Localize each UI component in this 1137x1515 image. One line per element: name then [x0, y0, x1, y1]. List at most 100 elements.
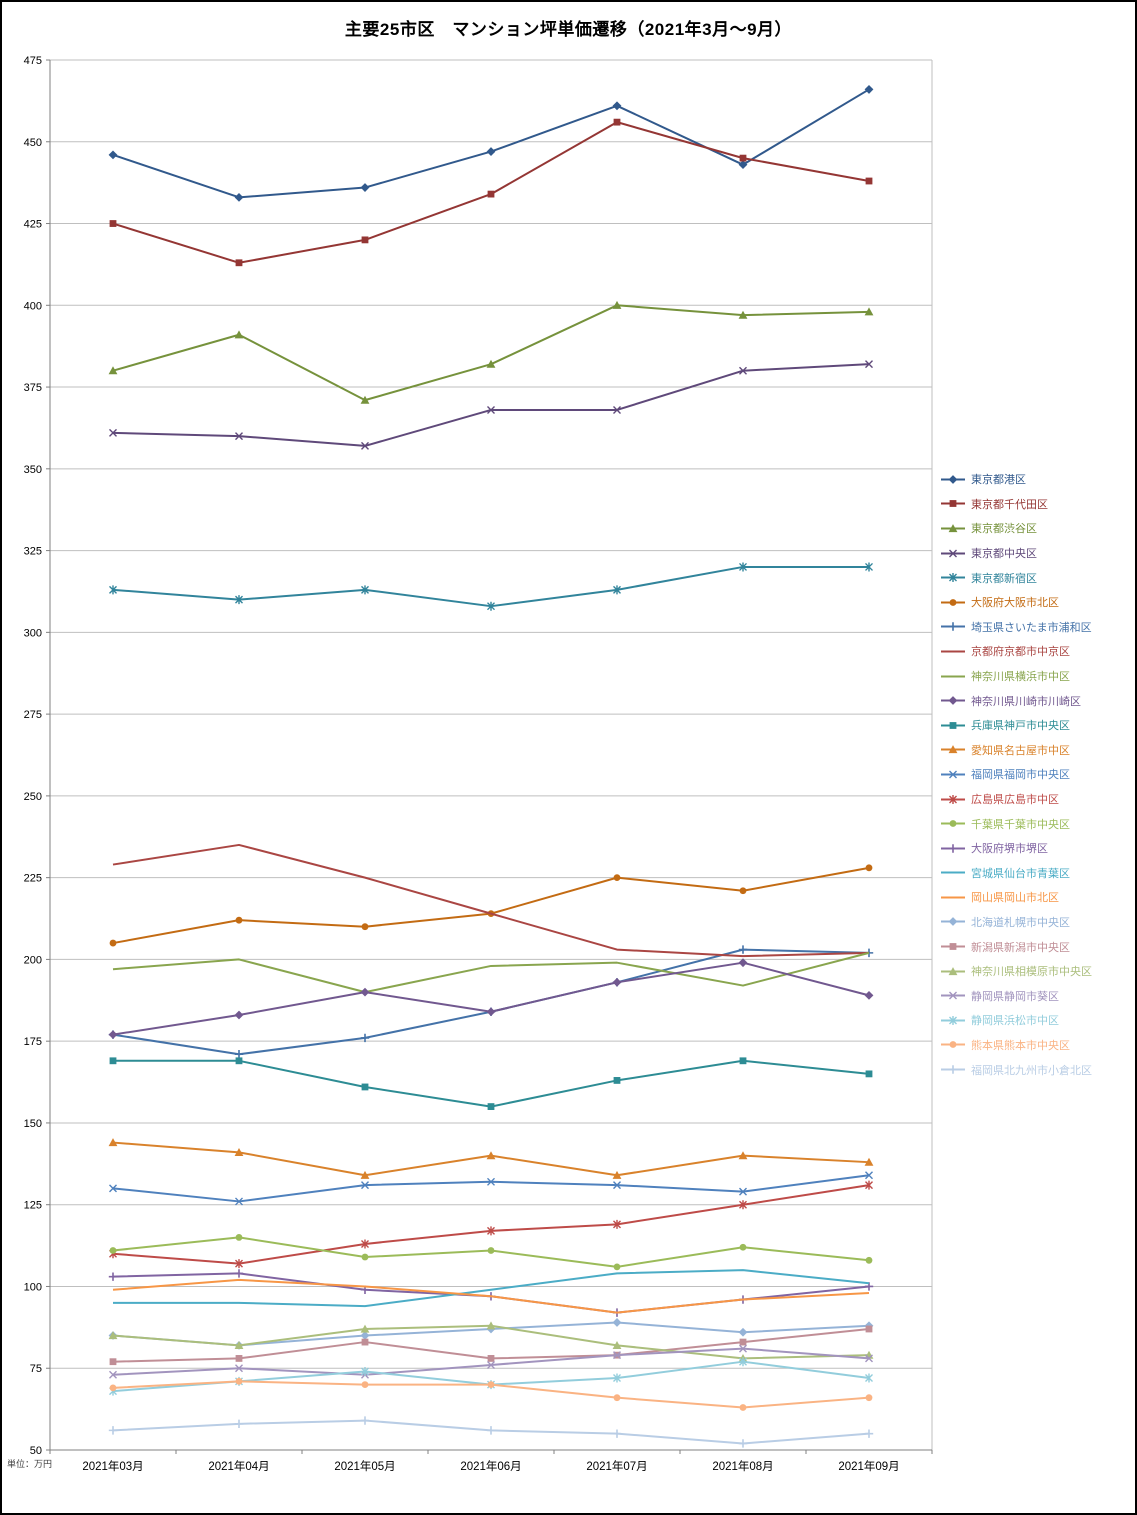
legend: 東京都港区 東京都千代田区 東京都渋谷区 東京都中央区 東京都新宿区 大阪府大阪市北区 埼玉… — [940, 467, 1135, 1082]
series-line — [112, 961, 870, 1036]
series-22 — [109, 1357, 873, 1396]
legend-marker-circle — [941, 598, 965, 606]
legend-label: 大阪府大阪市北区 — [971, 597, 1059, 610]
legend-marker-x — [941, 991, 965, 1000]
series-2 — [108, 300, 874, 404]
series-line — [112, 304, 870, 402]
legend-item: 熊本県熊本市中央区 — [940, 1033, 1135, 1058]
x-tick-label: 2021年08月 — [712, 1459, 773, 1473]
legend-label: 愛知県名古屋市中区 — [971, 744, 1070, 757]
gridlines — [50, 59, 933, 1451]
series-line — [112, 951, 870, 994]
legend-marker-square — [941, 721, 965, 729]
legend-item: 福岡県福岡市中央区 — [940, 762, 1135, 787]
legend-label: 北海道札幌市中央区 — [971, 916, 1070, 929]
legend-label: 広島県広島市中区 — [971, 794, 1059, 807]
legend-label: 福岡県北九州市小倉北区 — [971, 1064, 1092, 1077]
y-tick-label: 300 — [24, 627, 42, 639]
x-tick-label: 2021年05月 — [334, 1459, 395, 1473]
series-line — [112, 843, 870, 958]
y-tick-label: 425 — [24, 219, 42, 231]
legend-label: 静岡県静岡市葵区 — [971, 990, 1059, 1003]
series-24 — [108, 1416, 874, 1448]
series-4 — [109, 562, 873, 611]
x-axis-labels: 2021年03月 2021年04月 2021年05月 2021年06月 2021年07月… — [82, 1459, 899, 1473]
series-7 — [112, 843, 870, 958]
legend-item: 広島県広島市中区 — [940, 787, 1135, 812]
series-line — [112, 88, 870, 199]
series-8 — [112, 951, 870, 994]
series-17 — [112, 1278, 870, 1314]
legend-marker-square — [941, 943, 965, 950]
legend-label: 東京都中央区 — [971, 548, 1037, 561]
legend-marker-triangle — [941, 524, 965, 533]
y-tick-label: 100 — [24, 1281, 42, 1293]
legend-label: 神奈川県相模原市中央区 — [971, 966, 1092, 979]
y-axis-labels: 50 75 100 125 150 175 200 225 250 275 300 325 350 375… — [24, 55, 42, 1457]
series-line — [112, 1278, 870, 1314]
legend-marker-plus — [941, 1065, 965, 1074]
legend-marker-triangle — [941, 966, 965, 975]
legend-label: 岡山県岡山市北区 — [971, 892, 1059, 905]
legend-item: 福岡県北九州市小倉北区 — [940, 1057, 1135, 1082]
x-tick-label: 2021年06月 — [460, 1459, 521, 1473]
legend-item: 東京都新宿区 — [940, 565, 1135, 590]
series-10 — [109, 1057, 873, 1110]
chart-title: 主要25市区 マンション坪単価遷移（2021年3月～9月） — [344, 20, 793, 39]
legend-marker-x — [941, 549, 965, 558]
legend-label: 東京都渋谷区 — [971, 523, 1037, 536]
legend-marker-plus — [941, 844, 965, 853]
series-line — [113, 1269, 870, 1308]
legend-marker-circle — [941, 820, 965, 828]
legend-label: 神奈川県横浜市中区 — [971, 671, 1070, 684]
legend-label: 静岡県浜松市中区 — [971, 1015, 1059, 1028]
legend-marker-star — [941, 1015, 965, 1025]
series-1 — [109, 118, 873, 267]
legend-item: 大阪府堺市堺区 — [940, 836, 1135, 861]
legend-marker-none — [941, 650, 965, 653]
x-tick-label: 2021年04月 — [208, 1459, 269, 1473]
series-line — [112, 565, 869, 608]
series-12 — [109, 1171, 873, 1206]
legend-item: 神奈川県横浜市中区 — [940, 664, 1135, 689]
legend-label: 東京都港区 — [971, 474, 1026, 487]
series-21 — [109, 1344, 873, 1379]
legend-item: 宮城県仙台市青葉区 — [940, 861, 1135, 886]
legend-label: 新潟県新潟市中央区 — [971, 941, 1070, 954]
series-9 — [108, 958, 874, 1040]
series-3 — [109, 360, 873, 450]
legend-item: 神奈川県相模原市中央区 — [940, 959, 1135, 984]
y-tick-label: 475 — [24, 55, 42, 67]
y-tick-label: 325 — [24, 546, 42, 558]
legend-item: 北海道札幌市中央区 — [940, 910, 1135, 935]
legend-label: 神奈川県川崎市川崎区 — [971, 695, 1081, 708]
legend-marker-x — [941, 770, 965, 779]
legend-marker-diamond — [941, 917, 965, 927]
legend-item: 東京都渋谷区 — [940, 516, 1135, 541]
legend-item: 愛知県名古屋市中区 — [940, 738, 1135, 763]
legend-label: 京都府京都市中京区 — [971, 646, 1070, 659]
legend-item: 千葉県千葉市中央区 — [940, 811, 1135, 836]
legend-marker-star — [941, 794, 965, 804]
y-tick-label: 450 — [24, 137, 42, 149]
axes — [46, 59, 933, 1454]
legend-marker-diamond — [941, 696, 965, 706]
legend-item: 神奈川県川崎市川崎区 — [940, 688, 1135, 713]
legend-label: 埼玉県さいたま市浦和区 — [971, 621, 1092, 634]
series-23 — [109, 1377, 873, 1411]
legend-marker-star — [941, 573, 965, 583]
legend-marker-none — [941, 675, 965, 678]
legend-item: 岡山県岡山市北区 — [940, 885, 1135, 910]
x-tick-label: 2021年03月 — [82, 1459, 143, 1473]
y-tick-label: 125 — [24, 1200, 42, 1212]
series-13 — [109, 1180, 873, 1269]
series-line — [112, 866, 870, 945]
legend-marker-circle — [941, 1041, 965, 1049]
y-tick-label: 250 — [24, 791, 42, 803]
legend-item: 東京都港区 — [940, 467, 1135, 492]
legend-item: 静岡県浜松市中区 — [940, 1008, 1135, 1033]
y-tick-label: 275 — [24, 709, 42, 721]
legend-label: 千葉県千葉市中央区 — [971, 818, 1070, 831]
legend-label: 兵庫県神戸市中央区 — [971, 720, 1070, 733]
